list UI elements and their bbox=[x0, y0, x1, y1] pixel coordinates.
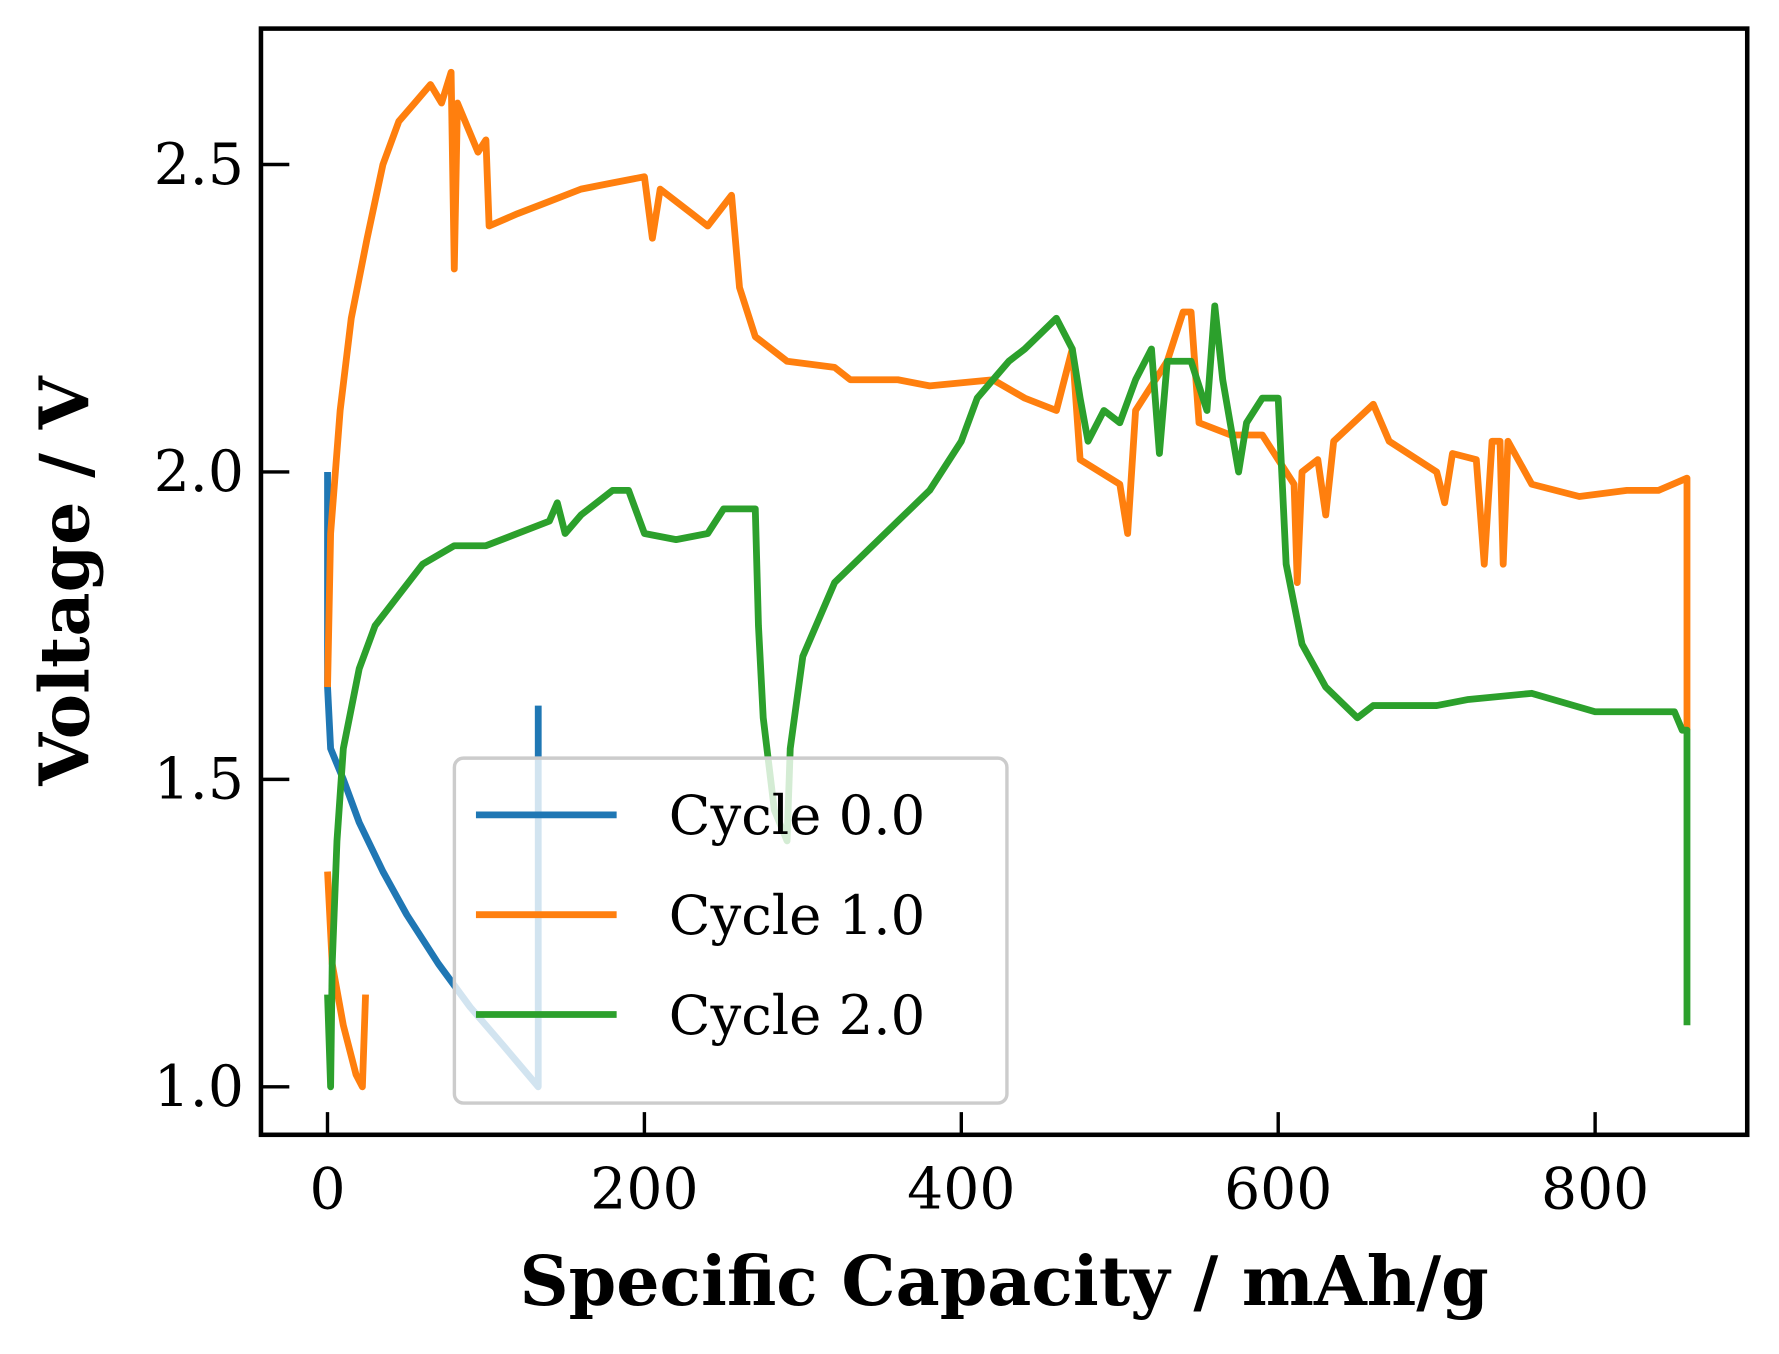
x-tick-label: 600 bbox=[1224, 1157, 1332, 1223]
legend-label: Cycle 1.0 bbox=[669, 883, 925, 947]
y-tick-label: 2.5 bbox=[154, 132, 244, 198]
x-tick-label: 0 bbox=[309, 1157, 345, 1223]
y-tick-label: 1.5 bbox=[154, 747, 244, 813]
axes-frame bbox=[258, 26, 1750, 1138]
x-tick-label: 200 bbox=[590, 1157, 698, 1223]
legend: Cycle 0.0 Cycle 1.0 Cycle 2.0 bbox=[452, 756, 1009, 1105]
line-series bbox=[324, 302, 1691, 1091]
y-tick-label: 1.0 bbox=[154, 1054, 244, 1120]
y-axis-label: Voltage / V bbox=[25, 375, 105, 786]
y-tick-label: 2.0 bbox=[154, 439, 244, 505]
legend-label: Cycle 2.0 bbox=[669, 983, 925, 1047]
legend-label: Cycle 0.0 bbox=[669, 783, 925, 847]
x-tick-label: 800 bbox=[1541, 1157, 1649, 1223]
x-tick-label: 400 bbox=[907, 1157, 1015, 1223]
x-axis-label: Specific Capacity / mAh/g bbox=[519, 1242, 1488, 1322]
